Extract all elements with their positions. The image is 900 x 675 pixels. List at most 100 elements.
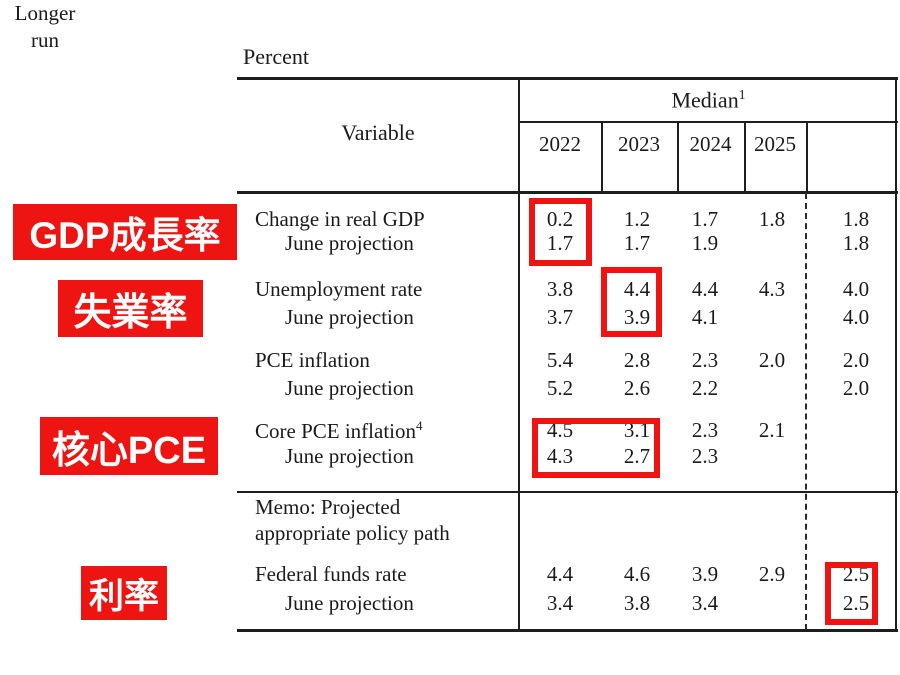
longer-run-line1: Longer	[14, 1, 76, 25]
column-header-2025: 2025	[754, 132, 796, 156]
table-cell: 5.2	[546, 376, 574, 400]
table-row: June projection 5.2 2.6 2.2 2.0	[0, 376, 900, 404]
table-cell: 1.8	[842, 231, 870, 255]
table-cell: 2.3	[691, 348, 719, 372]
column-header-2022: 2022	[539, 132, 581, 156]
table-cell: 4.3	[546, 444, 574, 468]
column-header-variable: Variable	[341, 120, 415, 145]
row-label-text: Federal funds rate	[255, 562, 407, 586]
year-divider-2022-2023	[601, 121, 603, 193]
table-cell: 4.0	[842, 277, 870, 301]
table-cell: 1.9	[691, 231, 719, 255]
annotation-label-interest-rate: 利率	[81, 566, 167, 620]
table-cell: 4.0	[842, 305, 870, 329]
table-row: PCE inflation 5.4 2.8 2.3 2.0 2.0	[0, 348, 900, 376]
annotation-label-gdp-growth: GDP成長率	[13, 204, 237, 260]
table-row: Unemployment rate 3.8 4.4 4.4 4.3 4.0	[0, 277, 900, 305]
column-header-longer-run: Longer run	[0, 0, 90, 54]
row-label: June projection	[285, 591, 414, 616]
median-text: Median	[671, 87, 739, 113]
memo-section-rule	[237, 491, 898, 493]
table-cell: 3.8	[546, 277, 574, 301]
table-cell: 2.6	[623, 376, 651, 400]
table-row: June projection 1.7 1.7 1.9 1.8	[0, 231, 900, 259]
table-cell: 3.8	[623, 591, 651, 615]
row-label-text: June projection	[285, 305, 414, 329]
table-cell: 5.4	[546, 348, 574, 372]
memo-label-line2: appropriate policy path	[255, 521, 450, 545]
row-label-text: June projection	[285, 444, 414, 468]
highlight-box-unemployment-2023	[601, 267, 662, 337]
row-label: PCE inflation	[255, 348, 370, 373]
table-row: June projection 3.7 3.9 4.1 4.0	[0, 305, 900, 333]
table-cell: 3.4	[546, 591, 574, 615]
year-divider-2023-2024	[677, 121, 679, 193]
table-cell: 3.4	[691, 591, 719, 615]
row-label: Core PCE inflation4	[255, 418, 423, 444]
table-cell: 0.2	[546, 207, 574, 231]
row-label-text: June projection	[285, 591, 414, 615]
row-label-text: Change in real GDP	[255, 207, 425, 231]
table-cell: 2.0	[758, 348, 786, 372]
memo-label-line1: Memo: Projected	[255, 495, 401, 519]
table-cell: 2.7	[623, 444, 651, 468]
table-cell: 4.4	[623, 277, 651, 301]
row-label: June projection	[285, 444, 414, 469]
table-top-rule	[237, 77, 898, 80]
longer-run-dashed-divider	[805, 193, 807, 630]
table-cell: 1.8	[758, 207, 786, 231]
table-cell: 2.1	[758, 418, 786, 442]
row-label: Federal funds rate	[255, 562, 407, 587]
table-cell: 2.8	[623, 348, 651, 372]
table-cell: 3.7	[546, 305, 574, 329]
row-label-text: Unemployment rate	[255, 277, 423, 301]
annotation-label-unemployment: 失業率	[58, 280, 203, 337]
row-label-text: June projection	[285, 376, 414, 400]
table-row: June projection 4.3 2.7 2.3	[0, 444, 900, 472]
table-cell: 2.9	[758, 562, 786, 586]
row-label-text: PCE inflation	[255, 348, 370, 372]
longer-run-line2: run	[31, 28, 59, 52]
table-cell: 4.1	[691, 305, 719, 329]
table-bottom-rule	[237, 629, 898, 632]
median-footnote-marker: 1	[738, 87, 746, 102]
table-row: Change in real GDP 0.2 1.2 1.7 1.8 1.8	[0, 207, 900, 235]
table-cell: 1.7	[691, 207, 719, 231]
table-cell: 4.4	[691, 277, 719, 301]
variable-column-divider	[518, 77, 520, 632]
highlight-box-gdp-2022	[529, 198, 592, 266]
table-cell: 2.2	[691, 376, 719, 400]
table-cell: 2.5	[842, 591, 870, 615]
table-cell: 2.0	[842, 348, 870, 372]
table-cell: 4.6	[623, 562, 651, 586]
row-label: Unemployment rate	[255, 277, 422, 302]
table-cell: 1.7	[623, 231, 651, 255]
row-label: June projection	[285, 305, 414, 330]
column-header-2024: 2024	[689, 132, 732, 156]
column-header-median: Median1	[519, 87, 898, 113]
table-cell: 1.7	[546, 231, 574, 255]
table-cell: 1.8	[842, 207, 870, 231]
row-label: Change in real GDP	[255, 207, 425, 232]
table-cell: 2.3	[691, 418, 719, 442]
annotation-label-core-pce: 核心PCE	[40, 417, 218, 475]
table-cell: 4.3	[758, 277, 786, 301]
row-label-text: June projection	[285, 231, 414, 255]
year-divider-2025-longer	[806, 121, 808, 193]
row-label: June projection	[285, 231, 414, 256]
row-label-text: Core PCE inflation	[255, 419, 416, 443]
table-right-border	[895, 77, 897, 632]
column-header-2023: 2023	[618, 132, 660, 156]
year-divider-2024-2025	[744, 121, 746, 193]
table-cell: 2.3	[691, 444, 719, 468]
table-cell: 4.4	[546, 562, 574, 586]
highlight-box-core-pce-2022-2023	[532, 418, 660, 478]
header-bottom-rule	[237, 191, 898, 194]
table-unit-label: Percent	[243, 44, 309, 69]
table-cell: 2.0	[842, 376, 870, 400]
median-underline-rule	[519, 121, 898, 123]
table-cell: 3.9	[623, 305, 651, 329]
highlight-box-fed-funds-longer-run	[825, 562, 878, 625]
row-footnote-marker: 4	[416, 418, 423, 433]
row-label: June projection	[285, 376, 414, 401]
